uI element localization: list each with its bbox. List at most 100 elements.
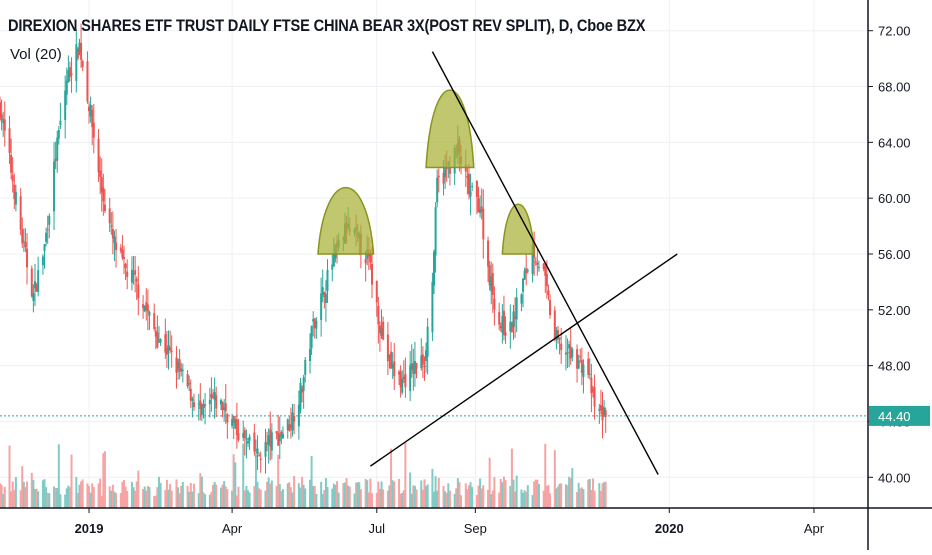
candle[interactable]: [557, 326, 559, 344]
candle[interactable]: [126, 259, 129, 290]
candle[interactable]: [202, 399, 205, 419]
candle[interactable]: [512, 304, 515, 340]
candle[interactable]: [208, 387, 211, 418]
candle[interactable]: [248, 433, 251, 451]
candle[interactable]: [235, 402, 238, 449]
candle[interactable]: [130, 256, 133, 291]
candle[interactable]: [534, 257, 537, 266]
candle[interactable]: [247, 437, 249, 448]
candle[interactable]: [226, 413, 229, 439]
candle[interactable]: [377, 296, 380, 344]
candle[interactable]: [375, 280, 378, 317]
candle[interactable]: [434, 202, 437, 273]
candle[interactable]: [78, 38, 81, 56]
candle[interactable]: [487, 236, 490, 283]
candle[interactable]: [92, 103, 95, 154]
candle[interactable]: [224, 384, 227, 424]
candle[interactable]: [199, 383, 202, 421]
candle[interactable]: [579, 348, 582, 363]
candle[interactable]: [277, 414, 280, 446]
candle[interactable]: [582, 359, 585, 394]
candle[interactable]: [286, 418, 289, 439]
candle[interactable]: [324, 280, 327, 322]
candle[interactable]: [437, 168, 440, 193]
candle[interactable]: [57, 126, 60, 145]
candle[interactable]: [281, 426, 284, 439]
candle[interactable]: [549, 294, 552, 319]
candle[interactable]: [576, 344, 579, 383]
candle[interactable]: [70, 57, 73, 93]
candle[interactable]: [0, 99, 3, 131]
candle[interactable]: [191, 396, 194, 418]
candle[interactable]: [331, 254, 334, 282]
candle[interactable]: [520, 293, 523, 312]
candle[interactable]: [421, 346, 424, 378]
candle[interactable]: [515, 288, 518, 333]
candle[interactable]: [599, 389, 602, 415]
candle[interactable]: [10, 138, 13, 180]
candle[interactable]: [22, 228, 25, 252]
candle[interactable]: [245, 429, 248, 459]
candle[interactable]: [212, 388, 215, 399]
candle[interactable]: [278, 416, 281, 460]
candle[interactable]: [46, 215, 49, 244]
candle[interactable]: [266, 431, 269, 452]
candle[interactable]: [569, 327, 572, 365]
candle[interactable]: [177, 358, 180, 380]
candle[interactable]: [186, 370, 189, 389]
candle[interactable]: [566, 338, 569, 369]
candle[interactable]: [54, 141, 57, 170]
candle[interactable]: [297, 390, 300, 440]
candle[interactable]: [254, 439, 257, 457]
candle[interactable]: [510, 321, 513, 333]
candle[interactable]: [479, 195, 482, 218]
candle[interactable]: [509, 304, 512, 349]
candle[interactable]: [436, 169, 439, 208]
candle[interactable]: [242, 420, 245, 441]
candle[interactable]: [259, 451, 262, 473]
candle[interactable]: [475, 180, 478, 215]
candle[interactable]: [423, 356, 426, 381]
candle[interactable]: [542, 262, 545, 272]
candle[interactable]: [523, 267, 526, 281]
candle[interactable]: [33, 263, 36, 307]
candle[interactable]: [499, 322, 502, 332]
candle[interactable]: [564, 335, 567, 371]
candle[interactable]: [142, 295, 145, 319]
candle[interactable]: [156, 315, 159, 349]
candlesticks[interactable]: [0, 23, 607, 474]
candle[interactable]: [480, 188, 483, 220]
candle[interactable]: [167, 330, 170, 370]
candle[interactable]: [110, 212, 113, 235]
candle[interactable]: [577, 354, 580, 370]
candle[interactable]: [121, 235, 124, 261]
candle[interactable]: [76, 47, 79, 61]
candle[interactable]: [380, 309, 383, 339]
candle[interactable]: [37, 256, 40, 297]
candle[interactable]: [35, 282, 38, 292]
candle[interactable]: [13, 173, 16, 209]
candle[interactable]: [603, 400, 606, 418]
candle[interactable]: [258, 452, 261, 457]
candle[interactable]: [59, 102, 62, 130]
candle[interactable]: [568, 340, 571, 368]
candle[interactable]: [393, 342, 396, 391]
candle[interactable]: [504, 316, 507, 344]
candle[interactable]: [21, 217, 24, 248]
candle[interactable]: [11, 157, 14, 193]
ascending-support-line[interactable]: [370, 253, 678, 467]
candle[interactable]: [181, 363, 184, 383]
candle[interactable]: [409, 351, 412, 402]
candle[interactable]: [490, 261, 493, 305]
candle[interactable]: [100, 158, 103, 212]
candle[interactable]: [388, 354, 391, 369]
candle[interactable]: [431, 272, 434, 342]
candle[interactable]: [264, 428, 267, 474]
candle[interactable]: [135, 276, 138, 301]
candle[interactable]: [119, 244, 122, 254]
candle[interactable]: [145, 288, 148, 321]
candle[interactable]: [553, 306, 556, 342]
candle[interactable]: [0, 96, 1, 122]
